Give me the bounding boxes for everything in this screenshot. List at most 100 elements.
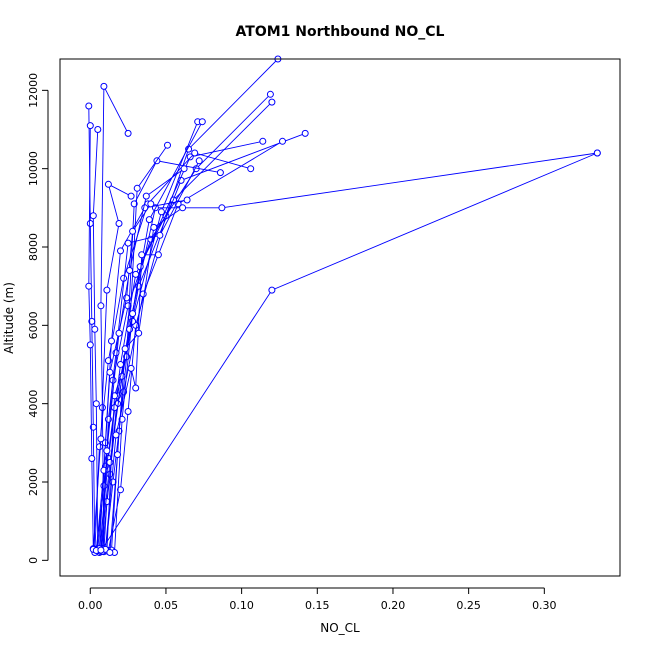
data-point: [593, 149, 601, 157]
x-axis: 0.00 0.05 0.10 0.15 0.20 0.25 0.30: [78, 587, 557, 612]
data-point: [195, 157, 203, 165]
data-point: [115, 329, 123, 337]
data-point: [85, 282, 93, 290]
data-point: [301, 129, 309, 137]
data-point: [268, 98, 276, 106]
data-point: [111, 404, 118, 412]
series-line: [92, 183, 132, 550]
series-line: [100, 168, 185, 551]
y-tick-label: 2000: [27, 468, 40, 496]
data-point: [114, 451, 121, 459]
y-tick-label: 8000: [27, 233, 40, 261]
data-point: [106, 549, 114, 556]
data-point: [186, 153, 194, 161]
plot-frame: [59, 58, 621, 577]
data-point: [124, 408, 132, 415]
data-point: [259, 137, 267, 145]
data-point: [108, 337, 115, 345]
series-line: [104, 140, 283, 551]
data-point: [247, 165, 255, 173]
data-point: [142, 192, 150, 200]
data-point: [103, 286, 111, 294]
data-point: [268, 286, 276, 294]
series-line: [101, 160, 200, 552]
series-line: [100, 140, 263, 552]
data-point: [127, 192, 135, 200]
series-24: [97, 165, 188, 554]
series-line: [109, 207, 183, 553]
data-point: [218, 204, 226, 212]
series-21: [89, 180, 135, 553]
data-point: [117, 486, 124, 494]
data-point: [145, 216, 153, 224]
x-tick-label: 0.15: [305, 599, 330, 612]
y-axis-label: Altitude (m): [2, 282, 16, 354]
data-point: [132, 270, 140, 278]
data-point: [156, 231, 164, 239]
data-point: [117, 247, 124, 255]
series-22: [106, 204, 187, 556]
data-point: [138, 251, 146, 259]
data-point: [183, 196, 191, 204]
x-axis-label: NO_CL: [320, 621, 360, 635]
data-point: [154, 251, 162, 259]
data-point: [150, 223, 158, 231]
data-point: [216, 169, 224, 177]
data-point: [97, 302, 105, 310]
data-point: [180, 165, 188, 173]
series-line: [106, 160, 221, 551]
data-point: [157, 208, 165, 216]
data-point: [133, 184, 141, 192]
x-tick-label: 0.30: [532, 599, 557, 612]
data-point: [132, 384, 140, 392]
data-point: [147, 200, 155, 208]
data-point: [86, 220, 94, 227]
data-point: [106, 368, 114, 376]
data-point: [91, 325, 99, 333]
data-point: [89, 212, 97, 220]
data-point: [115, 220, 123, 227]
x-tick-label: 0.10: [229, 599, 254, 612]
series-12: [89, 126, 102, 554]
data-point: [130, 200, 138, 208]
y-tick-label: 4000: [27, 390, 40, 418]
data-point: [88, 455, 96, 462]
x-tick-label: 0.25: [456, 599, 481, 612]
data-point: [85, 102, 93, 110]
data-point: [129, 227, 137, 235]
data-point: [97, 546, 105, 554]
data-point: [198, 118, 206, 126]
data-point: [86, 122, 94, 130]
data-point: [86, 341, 94, 349]
data-point: [95, 443, 103, 451]
series-11: [85, 122, 97, 553]
chart-title: ATOM1 Northbound NO_CL: [236, 24, 445, 40]
y-tick-label: 12000: [27, 73, 40, 108]
data-point: [92, 400, 100, 408]
x-tick-label: 0.20: [381, 599, 406, 612]
y-tick-label: 6000: [27, 311, 40, 339]
series-16: [111, 118, 206, 556]
data-point: [121, 345, 129, 353]
data-point: [106, 458, 114, 466]
data-point: [139, 290, 147, 298]
data-point: [124, 239, 132, 247]
x-tick-label: 0.05: [154, 599, 179, 612]
y-tick-label: 0: [27, 557, 40, 564]
data-point: [164, 141, 171, 149]
data-point: [179, 204, 187, 212]
data-point: [94, 126, 102, 133]
data-point: [112, 431, 120, 439]
data-point: [124, 129, 132, 137]
data-point: [135, 329, 143, 337]
data-point: [127, 364, 135, 372]
data-point: [126, 267, 134, 274]
y-axis: 0 2000 4000 6000 8000 10000 12000: [27, 73, 49, 564]
data-point: [100, 82, 108, 90]
data-point: [117, 361, 124, 368]
x-tick-label: 0.00: [78, 599, 103, 612]
y-tick-label: 10000: [27, 151, 40, 186]
data-point: [279, 137, 286, 145]
